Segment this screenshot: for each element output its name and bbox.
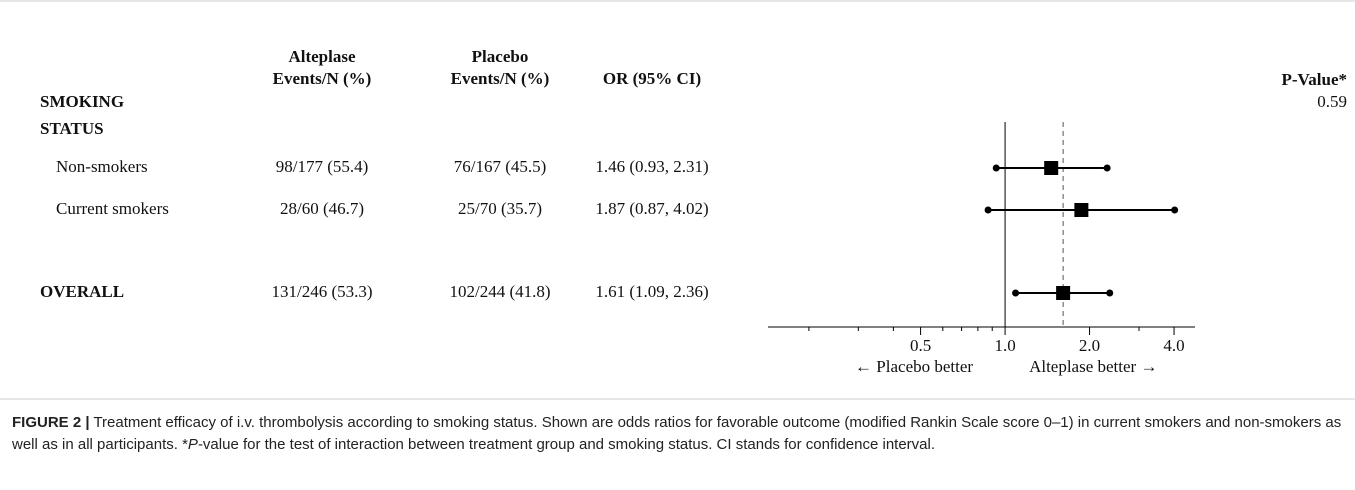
right-note: Alteplase better → — [1029, 357, 1157, 376]
ci-lower — [992, 164, 1000, 172]
caption-italic: P — [187, 436, 198, 453]
p-value: 0.59 — [1317, 92, 1347, 111]
caption-text: -value for the test of interaction betwe… — [197, 436, 936, 453]
caption-text: Treatment efficacy of i.v. thrombolysis … — [12, 414, 1342, 453]
x-tick-label: 2.0 — [1079, 336, 1100, 355]
cell: 1.87 (0.87, 4.02) — [595, 199, 708, 218]
x-tick-label: 4.0 — [1163, 336, 1184, 355]
left-note: ← Placebo better — [855, 357, 973, 376]
ci-upper — [1171, 206, 1179, 214]
or-marker — [1044, 161, 1059, 175]
column-header: Alteplase — [288, 47, 356, 66]
cell: 76/167 (45.5) — [454, 157, 547, 176]
ci-lower — [984, 206, 992, 214]
group-label: SMOKING — [40, 92, 124, 111]
row-label: OVERALL — [40, 282, 124, 301]
cell: 131/246 (53.3) — [271, 282, 372, 301]
column-header: Placebo — [472, 47, 529, 66]
row-label: Current smokers — [56, 199, 169, 218]
or-marker — [1056, 286, 1071, 300]
x-tick-label: 1.0 — [994, 336, 1015, 355]
cell: 1.61 (1.09, 2.36) — [595, 282, 708, 301]
cell: 28/60 (46.7) — [280, 199, 364, 218]
cell: 98/177 (55.4) — [276, 157, 369, 176]
cell: 1.46 (0.93, 2.31) — [595, 157, 708, 176]
ci-upper — [1106, 289, 1114, 297]
caption: FIGURE 2 | Treatment efficacy of i.v. th… — [12, 412, 1342, 456]
cell: 25/70 (35.7) — [458, 199, 542, 218]
column-header: OR (95% CI) — [603, 69, 701, 88]
ci-upper — [1103, 164, 1111, 172]
p-value-header: P-Value* — [1282, 70, 1348, 89]
or-marker — [1074, 203, 1089, 217]
caption-label: FIGURE 2 | — [12, 414, 90, 431]
column-header: Events/N (%) — [451, 69, 550, 88]
column-header: Events/N (%) — [273, 69, 372, 88]
group-label: STATUS — [40, 119, 104, 138]
chart: Alteplase Events/N (%) Placebo Events/N (%)… — [0, 0, 1355, 400]
ci-lower — [1012, 289, 1020, 297]
x-tick-label: 0.5 — [910, 336, 931, 355]
cell: 102/244 (41.8) — [449, 282, 550, 301]
row-label: Non-smokers — [56, 157, 148, 176]
